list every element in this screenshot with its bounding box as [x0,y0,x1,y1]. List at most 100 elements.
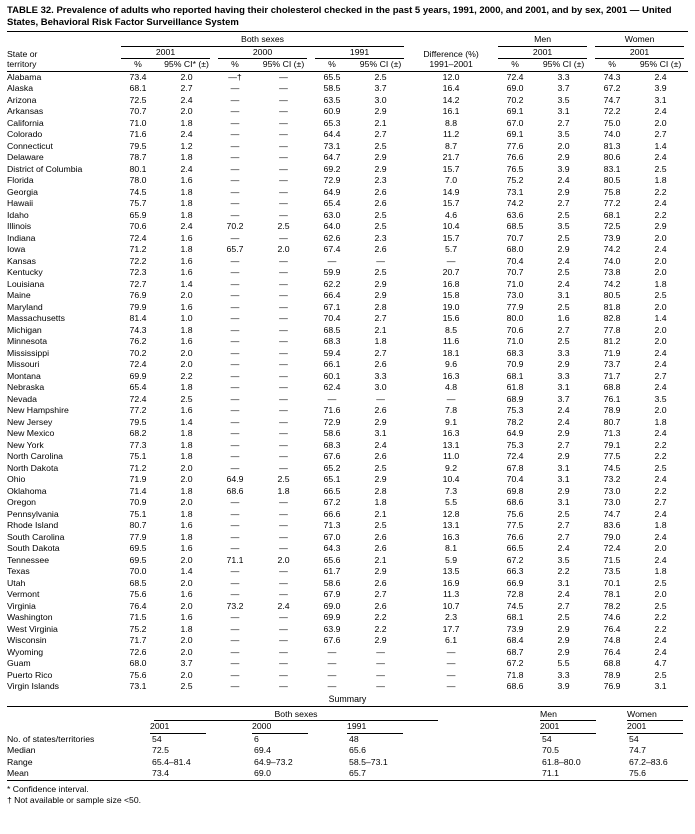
summary-cell-both-2000: 69.0 [254,768,271,778]
table-row: Missouri 72.4 2.0 — — 66.1 2.6 9.6 70.9 … [7,359,688,371]
cell-both-1991-ci: — [376,255,385,266]
cell-difference: 15.7 [442,163,460,174]
cell-women-ci: 2.4 [654,382,667,392]
cell-men-pct: 73.9 [506,623,524,634]
cell-both-2001-pct: 79.5 [129,416,147,427]
table-row: Texas 70.0 1.4 — — 61.7 2.9 13.5 66.3 2.… [7,566,688,578]
cell-state-name: Utah [7,577,26,588]
cell-both-2001-pct: 81.4 [129,313,147,323]
cell-both-2000-ci: — [279,635,288,645]
cell-women-pct: 80.5 [603,290,621,300]
cell-women-pct: 79.1 [603,439,621,450]
cell-both-1991-pct: 65.5 [323,71,341,82]
cell-difference: 9.6 [445,359,458,369]
cell-difference: 12.8 [442,508,460,519]
table-row: Iowa 71.2 1.8 65.7 2.0 67.4 2.6 5.7 68.0… [7,244,688,256]
summary-cell-both-2000: 64.9–73.2 [254,756,293,767]
cell-both-2001-pct: 73.4 [129,71,147,82]
cell-state-name: Rhode Island [7,520,59,530]
cell-both-2001-ci: 2.0 [180,600,193,611]
cell-men-ci: 2.5 [557,232,570,243]
cell-men-ci: 2.4 [557,543,570,553]
cell-both-2000-ci: — [279,543,288,553]
cell-women-ci: 2.2 [654,623,667,634]
cell-women-pct: 74.5 [603,462,621,473]
summary-row: No. of states/territories 54 6 48 54 54 [7,734,688,746]
cell-men-pct: 70.7 [506,267,524,277]
summary-row-label: No. of states/territories [7,733,95,744]
cell-both-2000-pct: — [230,324,240,335]
cell-men-ci: 2.5 [557,508,570,519]
cell-men-ci: 2.9 [557,359,570,369]
cell-both-2001-ci: 2.4 [180,163,193,174]
cell-women-ci: 2.0 [654,255,667,266]
cell-difference: 11.0 [442,451,460,461]
cell-both-1991-ci: 2.5 [374,221,387,231]
cell-men-ci: 2.7 [557,439,570,450]
cell-both-1991-ci: 2.9 [374,416,387,427]
header-pct-2001: % [117,59,159,72]
cell-women-pct: 72.2 [603,106,621,116]
cell-both-2001-pct: 69.5 [129,554,147,565]
header-year-row: State or 2001 2000 1991 Difference (%) 2… [7,47,688,59]
cell-women-pct: 74.0 [603,129,621,139]
cell-state-name: New Hampshire [7,405,69,415]
cell-both-2000-ci: — [279,451,288,461]
cell-women-ci: 2.0 [654,267,667,277]
table-row: Florida 78.0 1.6 — — 72.9 2.3 7.0 75.2 2… [7,175,688,187]
cell-men-ci: 3.1 [557,106,570,116]
summary-row: Mean 73.4 69.0 65.7 71.1 75.6 [7,768,688,780]
cell-both-1991-ci: 3.3 [374,370,387,381]
cell-both-1991-pct: — [327,255,337,266]
cell-both-2000-pct: 65.7 [226,244,244,254]
cell-both-1991-pct: 64.0 [323,221,341,231]
summary-cell-both-1991: 65.7 [349,768,366,778]
cell-both-2000-ci: 2.5 [277,221,290,231]
summary-row: Range 65.4–81.4 64.9–73.2 58.5–73.1 61.8… [7,757,688,769]
cell-both-2000-ci: — [279,83,288,93]
cell-both-2001-ci: 2.0 [180,106,193,116]
table-row: Wisconsin 71.7 2.0 — — 67.6 2.9 6.1 68.4… [7,635,688,647]
cell-men-pct: 75.2 [506,175,524,185]
cell-men-ci: 2.2 [557,566,570,576]
table-row: Pennsylvania 75.1 1.8 — — 66.6 2.1 12.8 … [7,509,688,521]
cell-both-2001-ci: 1.4 [180,278,193,289]
cell-men-pct: 68.1 [506,612,524,622]
cell-both-1991-ci: 2.3 [374,175,387,185]
cell-both-1991-ci: 1.8 [374,336,387,346]
summary-cell-both-2001: 65.4–81.4 [152,756,191,767]
cell-women-ci: 2.4 [654,198,667,208]
cell-women-pct: 72.4 [603,543,621,553]
cell-both-2001-ci: 1.6 [180,543,193,553]
cell-women-ci: 2.0 [654,589,667,599]
cell-both-2000-ci: — [279,416,288,427]
cell-state-name: Ohio [7,474,26,484]
cell-both-2000-ci: — [279,681,288,691]
cell-men-pct: 68.4 [506,635,524,645]
cell-both-1991-ci: 2.1 [374,554,387,565]
cell-women-ci: 2.4 [654,71,667,82]
cell-state-name: Puerto Rico [7,669,53,680]
cell-women-pct: 67.2 [603,83,621,93]
cell-both-2000-pct: — [230,94,240,105]
cell-both-1991-pct: 67.2 [323,497,341,507]
cell-both-1991-pct: 66.5 [323,485,341,496]
header-men-year: 2001 [494,47,591,59]
cell-both-1991-pct: 72.9 [323,416,341,427]
cell-men-pct: 72.4 [506,71,524,82]
cell-both-1991-ci: 2.6 [374,543,387,553]
cell-both-1991-pct: 65.3 [323,117,341,128]
cell-men-pct: 61.8 [506,382,524,392]
cell-both-2001-pct: 75.7 [129,198,147,208]
cell-state-name: Guam [7,658,31,668]
header-women-year: 2001 [591,47,688,59]
cell-women-pct: 83.1 [603,163,621,174]
cell-men-pct: 71.0 [506,278,524,289]
header-ci-2000: 95% CI (±) [256,59,311,72]
cell-women-pct: 83.6 [603,520,621,530]
cell-men-pct: 70.4 [506,255,524,266]
cell-both-2000-ci: — [279,140,288,151]
cell-both-2001-pct: 75.1 [129,451,147,461]
cell-difference: 6.1 [445,635,458,645]
cell-men-pct: 69.1 [506,129,524,139]
